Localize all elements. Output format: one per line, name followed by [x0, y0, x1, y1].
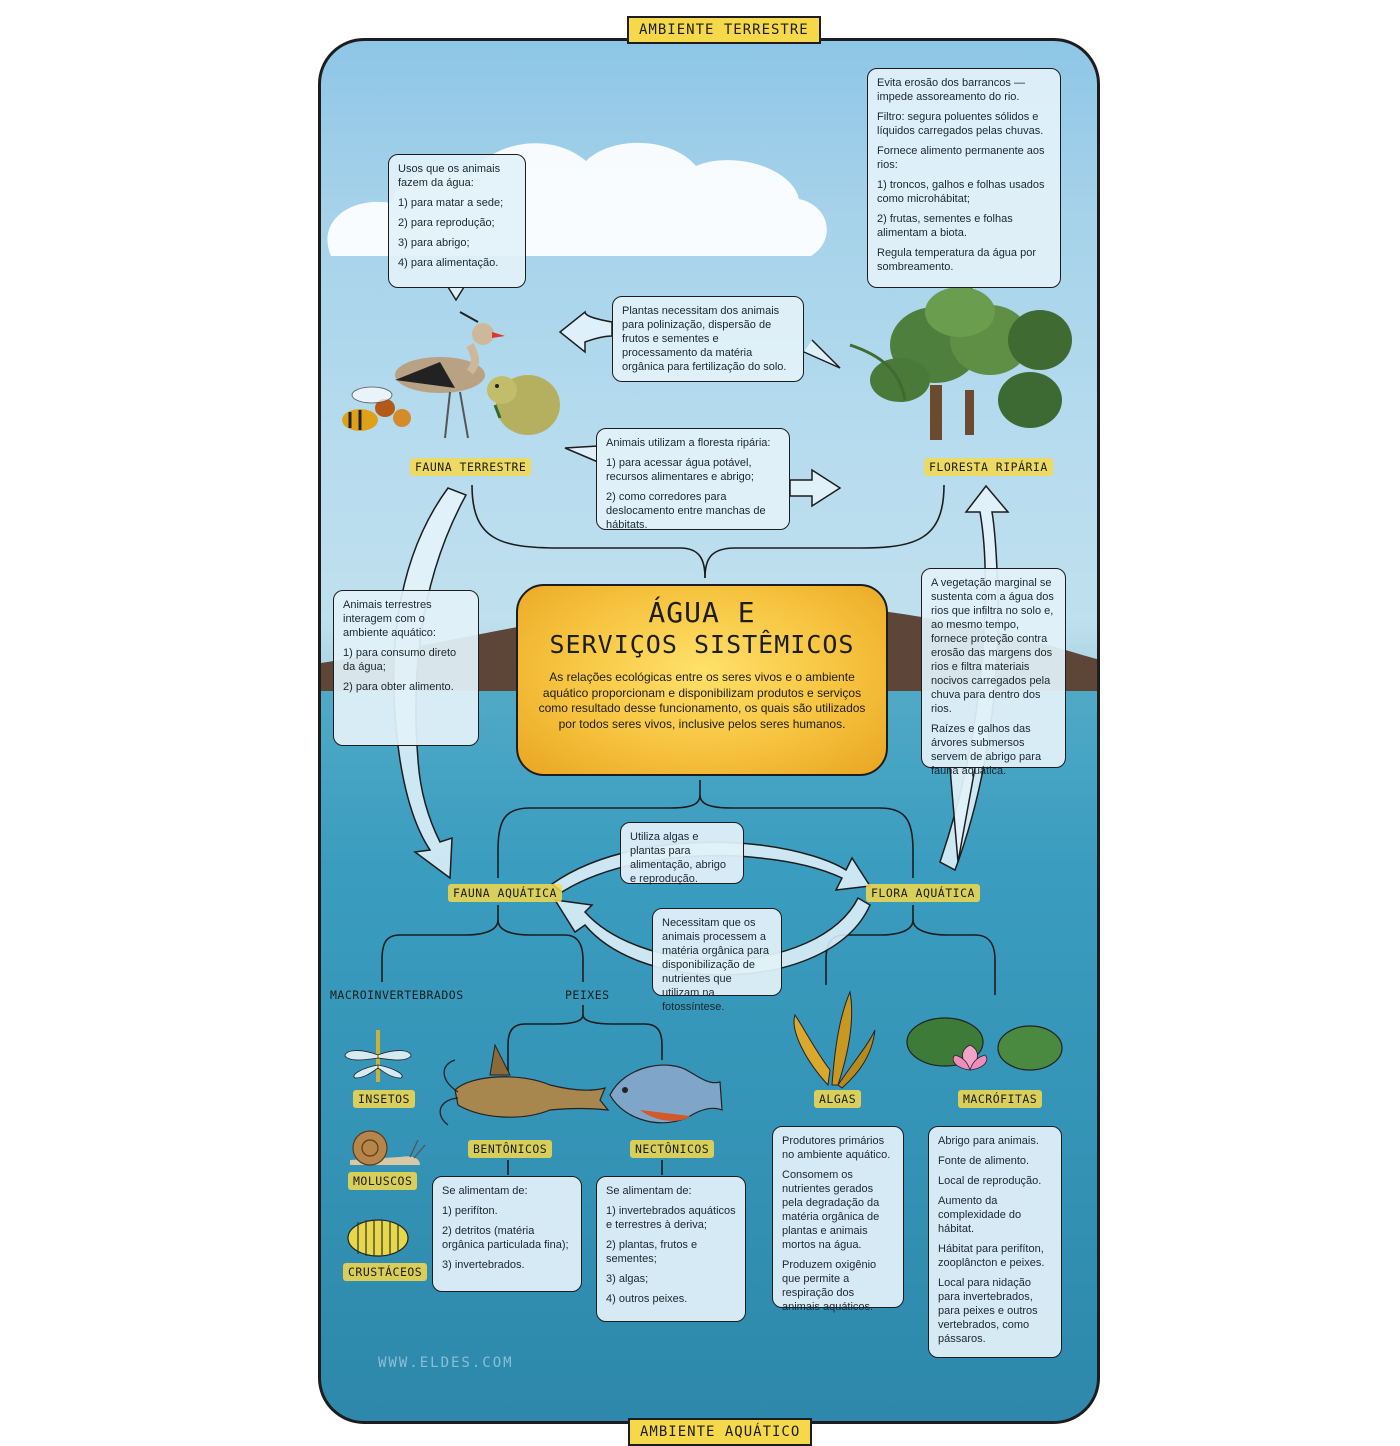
box-animais-floresta: Animais utilizam a floresta ripária: 1) p…	[596, 428, 790, 531]
box-necessitam-animais: Necessitam que os animais processem a ma…	[652, 908, 782, 1013]
label-fauna-terrestre: FAUNA TERRESTRE	[410, 458, 532, 476]
box-floresta-servicos: Evita erosão dos barrancos — impede asso…	[867, 68, 1061, 288]
label-algas: ALGAS	[814, 1090, 862, 1108]
terrestrial-environment-tag: AMBIENTE TERRESTRE	[627, 16, 821, 44]
bee-illustration	[342, 386, 411, 431]
crustacean-illustration	[347, 1219, 409, 1257]
central-title-line1: ÁGUA E	[648, 596, 756, 629]
central-card: ÁGUA E SERVIÇOS SISTÊMICOS As relações e…	[516, 584, 888, 776]
central-description: As relações ecológicas entre os seres vi…	[538, 670, 866, 731]
insect-illustration	[344, 1030, 412, 1082]
box-usos-animais: Usos que os animais fazem da água: 1) par…	[388, 154, 526, 288]
label-macroinvertebrados: MACROINVERTEBRADOS	[330, 988, 464, 1002]
bird-illustration	[395, 311, 505, 439]
label-moluscos: MOLUSCOS	[348, 1172, 418, 1190]
label-fauna-aquatica: FAUNA AQUÁTICA	[448, 884, 562, 902]
box-nectonicos: Se alimentam de: 1) invertebrados aquátic…	[596, 1176, 746, 1322]
label-nectonicos: NECTÔNICOS	[630, 1140, 715, 1158]
catfish-illustration	[439, 1043, 610, 1126]
water-lily-illustration	[906, 1017, 1063, 1071]
label-insetos: INSETOS	[353, 1090, 415, 1108]
rodent-illustration	[487, 375, 560, 435]
box-vegetacao-marginal: A vegetação marginal se sustenta com a á…	[921, 568, 1066, 777]
label-floresta-riparia: FLORESTA RIPÁRIA	[924, 458, 1053, 476]
mollusc-illustration	[350, 1130, 426, 1166]
watermark: WWW.ELDES.COM	[378, 1355, 514, 1371]
aquatic-environment-tag: AMBIENTE AQUÁTICO	[628, 1418, 813, 1446]
label-peixes: PEIXES	[565, 988, 610, 1002]
central-title-line2: SERVIÇOS SISTÊMICOS	[549, 630, 855, 659]
box-algas: Produtores primários no ambiente aquátic…	[772, 1126, 904, 1313]
box-utiliza-algas: Utiliza algas e plantas para alimentação…	[620, 822, 744, 885]
box-plantas-animais: Plantas necessitam dos animais para poli…	[612, 296, 804, 382]
box-macrofitas: Abrigo para animais. Fonte de alimento. Lo…	[928, 1126, 1062, 1358]
label-flora-aquatica: FLORA AQUÁTICA	[866, 884, 980, 902]
label-macrofitas: MACRÓFITAS	[958, 1090, 1043, 1108]
box-animais-terrestres-aquatico: Animais terrestres interagem com o ambie…	[333, 590, 479, 746]
label-crustaceos: CRUSTÁCEOS	[343, 1263, 428, 1281]
box-bentonicos: Se alimentam de: 1) perifíton. 2) detritos…	[432, 1176, 582, 1292]
nectonic-fish-illustration	[609, 1064, 723, 1124]
algae-illustration	[793, 990, 876, 1089]
label-bentonicos: BENTÔNICOS	[468, 1140, 553, 1158]
tree-illustration	[849, 287, 1072, 440]
